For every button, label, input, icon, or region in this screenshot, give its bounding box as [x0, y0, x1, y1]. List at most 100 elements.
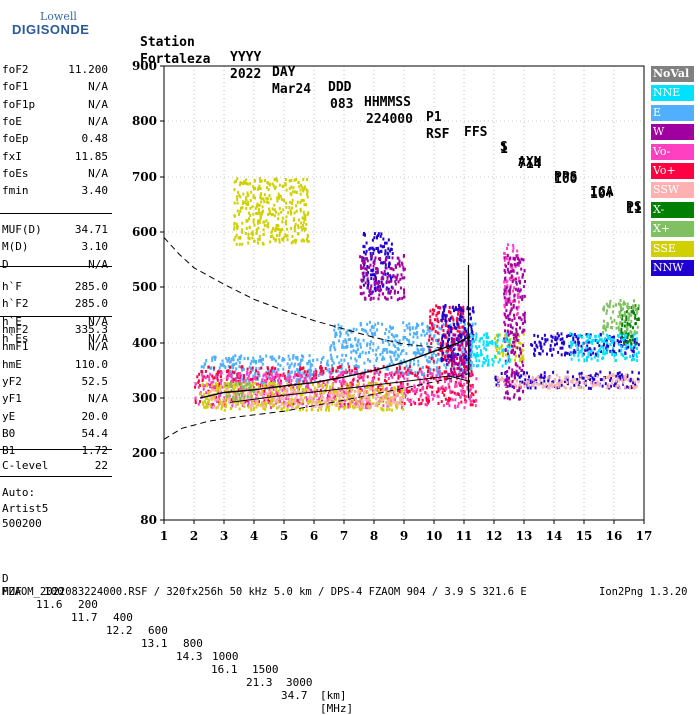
echo-point — [378, 285, 381, 289]
echo-point — [273, 208, 276, 212]
echo-point — [441, 325, 443, 329]
echo-point — [225, 394, 228, 398]
echo-point — [230, 365, 233, 369]
echo-point — [247, 404, 250, 407]
echo-point — [617, 315, 620, 318]
echo-point — [555, 338, 558, 342]
echo-point — [258, 211, 261, 215]
echo-point — [247, 200, 250, 204]
echo-point — [276, 196, 279, 200]
echo-point — [504, 297, 507, 301]
echo-point — [251, 377, 254, 381]
echo-point — [440, 359, 443, 363]
echo-point — [239, 183, 241, 187]
echo-point — [201, 395, 204, 399]
echo-point — [558, 379, 561, 383]
echo-point — [368, 381, 370, 385]
echo-point — [610, 382, 613, 386]
echo-point — [207, 399, 210, 402]
echo-point — [233, 188, 236, 192]
echo-point — [347, 393, 350, 397]
echo-point — [216, 383, 219, 386]
echo-point — [403, 376, 406, 380]
echo-point — [293, 217, 296, 221]
echo-point — [247, 241, 250, 245]
echo-point — [393, 335, 396, 339]
echo-point — [277, 405, 280, 409]
echo-point — [579, 333, 581, 337]
echo-point — [462, 390, 465, 394]
param-name: hmF1 — [2, 340, 29, 354]
echo-point — [448, 333, 451, 337]
echo-point — [449, 355, 452, 358]
param-value: N/A — [88, 331, 108, 345]
echo-point — [355, 359, 358, 363]
echo-point — [632, 311, 635, 315]
echo-point — [480, 353, 482, 357]
echo-point — [393, 291, 396, 295]
echo-point — [253, 391, 255, 395]
echo-point — [432, 312, 435, 316]
echo-point — [292, 186, 295, 190]
echo-point — [290, 379, 293, 382]
echo-point — [257, 203, 260, 207]
echo-point — [430, 342, 433, 345]
echo-point — [216, 388, 219, 392]
echo-point — [234, 404, 237, 408]
header-values: Fortaleza 2022 Mar24 083 224000 RSF 1 71… — [140, 37, 642, 217]
echo-point — [293, 373, 296, 377]
echo-point — [268, 209, 271, 213]
param-foep: foEp 0.48 — [2, 132, 108, 146]
echo-point — [398, 261, 401, 265]
echo-point — [378, 293, 381, 297]
echo-point — [218, 400, 221, 404]
echo-point — [510, 373, 513, 377]
echo-point — [349, 372, 352, 376]
echo-point — [214, 357, 216, 361]
echo-point — [623, 331, 626, 335]
echo-point — [560, 379, 563, 383]
echo-point — [278, 234, 281, 238]
echo-point — [591, 381, 594, 384]
echo-point — [599, 378, 602, 382]
echo-point — [228, 400, 231, 403]
echo-point — [623, 375, 626, 379]
echo-point — [218, 395, 221, 398]
echo-point — [232, 386, 235, 390]
echo-point — [391, 398, 394, 402]
echo-point — [194, 382, 197, 386]
echo-point — [375, 271, 378, 275]
echo-point — [452, 373, 455, 377]
echo-point — [595, 339, 598, 343]
echo-point — [219, 371, 222, 375]
echo-point — [403, 391, 406, 395]
echo-point — [306, 195, 309, 199]
echo-point — [508, 360, 511, 364]
echo-point — [301, 185, 304, 189]
echo-point — [349, 401, 352, 405]
echo-point — [263, 399, 266, 403]
echo-point — [302, 400, 305, 404]
echo-point — [633, 345, 636, 349]
echo-point — [274, 359, 277, 363]
echo-point — [377, 377, 380, 381]
echo-point — [306, 192, 309, 196]
echo-point — [373, 259, 376, 263]
echo-point — [303, 213, 306, 217]
echo-point — [351, 380, 354, 384]
echo-point — [281, 374, 284, 378]
echo-point — [405, 364, 408, 368]
echo-point — [247, 356, 249, 360]
echo-point — [372, 342, 375, 346]
echo-point — [443, 363, 446, 367]
echo-point — [481, 364, 484, 368]
echo-point — [507, 270, 510, 274]
echo-point — [514, 263, 517, 267]
echo-point — [427, 370, 429, 373]
echo-point — [331, 359, 334, 363]
echo-point — [381, 245, 384, 249]
echo-point — [523, 316, 526, 320]
echo-point — [386, 339, 389, 343]
echo-point — [469, 363, 472, 367]
